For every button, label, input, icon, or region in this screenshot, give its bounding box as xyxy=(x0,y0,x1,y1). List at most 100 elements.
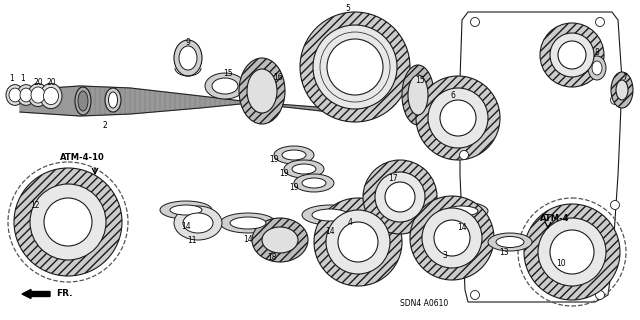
Circle shape xyxy=(550,33,594,77)
Polygon shape xyxy=(20,86,330,116)
Ellipse shape xyxy=(611,72,633,108)
Ellipse shape xyxy=(284,160,324,178)
Ellipse shape xyxy=(247,69,277,113)
Ellipse shape xyxy=(302,178,326,188)
Text: 19: 19 xyxy=(269,155,279,164)
Circle shape xyxy=(422,208,482,268)
Ellipse shape xyxy=(282,150,306,160)
Ellipse shape xyxy=(105,88,121,112)
Ellipse shape xyxy=(9,88,21,102)
Circle shape xyxy=(470,18,479,27)
Circle shape xyxy=(385,182,415,212)
Ellipse shape xyxy=(212,78,238,94)
Text: 15: 15 xyxy=(223,68,233,77)
Ellipse shape xyxy=(183,213,213,233)
Text: 14: 14 xyxy=(243,235,253,244)
Text: 20: 20 xyxy=(33,77,43,86)
Circle shape xyxy=(326,210,390,274)
Ellipse shape xyxy=(160,201,212,219)
Text: 11: 11 xyxy=(188,236,196,244)
Ellipse shape xyxy=(31,87,45,103)
Ellipse shape xyxy=(17,85,35,105)
Ellipse shape xyxy=(220,213,276,233)
Text: 1: 1 xyxy=(20,74,26,83)
Circle shape xyxy=(538,218,606,286)
Ellipse shape xyxy=(262,227,298,253)
Text: 9: 9 xyxy=(186,37,191,46)
Circle shape xyxy=(611,201,620,210)
FancyArrow shape xyxy=(22,290,50,299)
Ellipse shape xyxy=(592,61,602,75)
Circle shape xyxy=(313,25,397,109)
Text: 16: 16 xyxy=(273,73,283,82)
Circle shape xyxy=(14,168,122,276)
Ellipse shape xyxy=(75,87,91,115)
Text: 3: 3 xyxy=(443,252,447,260)
Text: 4: 4 xyxy=(348,218,353,227)
Text: 18: 18 xyxy=(268,253,276,262)
Text: 2: 2 xyxy=(102,121,108,130)
Ellipse shape xyxy=(274,146,314,164)
Text: 1: 1 xyxy=(10,74,14,83)
Ellipse shape xyxy=(44,87,58,105)
Ellipse shape xyxy=(408,75,428,115)
Circle shape xyxy=(410,196,494,280)
Ellipse shape xyxy=(488,233,532,251)
Ellipse shape xyxy=(436,202,488,220)
Circle shape xyxy=(540,23,604,87)
Circle shape xyxy=(416,76,500,160)
Ellipse shape xyxy=(6,85,24,105)
Ellipse shape xyxy=(174,206,222,240)
Ellipse shape xyxy=(109,92,118,108)
Circle shape xyxy=(550,230,594,274)
Circle shape xyxy=(44,198,92,246)
Text: 6: 6 xyxy=(451,91,456,100)
Text: 19: 19 xyxy=(289,182,299,191)
Circle shape xyxy=(611,95,620,105)
Ellipse shape xyxy=(252,218,308,262)
Text: 14: 14 xyxy=(181,221,191,230)
Text: ATM-4-10: ATM-4-10 xyxy=(60,153,104,162)
Text: 8: 8 xyxy=(595,47,600,57)
Ellipse shape xyxy=(446,206,478,216)
Ellipse shape xyxy=(205,73,245,99)
Circle shape xyxy=(595,18,605,27)
Circle shape xyxy=(338,222,378,262)
Circle shape xyxy=(440,100,476,136)
Text: 7: 7 xyxy=(623,73,627,82)
Text: 20: 20 xyxy=(46,77,56,86)
Circle shape xyxy=(428,88,488,148)
Circle shape xyxy=(375,172,425,222)
Ellipse shape xyxy=(616,80,628,100)
Ellipse shape xyxy=(402,65,434,125)
Ellipse shape xyxy=(292,164,316,174)
Circle shape xyxy=(470,291,479,300)
Text: 19: 19 xyxy=(279,169,289,178)
Ellipse shape xyxy=(496,236,524,247)
Ellipse shape xyxy=(588,56,606,80)
Circle shape xyxy=(300,12,410,122)
Ellipse shape xyxy=(28,84,48,107)
Circle shape xyxy=(434,220,470,256)
Text: FR.: FR. xyxy=(56,290,72,299)
Ellipse shape xyxy=(20,88,32,102)
Ellipse shape xyxy=(170,205,202,215)
Circle shape xyxy=(460,150,468,159)
Text: 10: 10 xyxy=(556,259,566,268)
Text: 15: 15 xyxy=(415,76,425,84)
Circle shape xyxy=(327,39,383,95)
Circle shape xyxy=(595,291,605,300)
Text: 13: 13 xyxy=(499,247,509,257)
Ellipse shape xyxy=(302,205,358,225)
Text: 14: 14 xyxy=(325,227,335,236)
Circle shape xyxy=(314,198,402,286)
Ellipse shape xyxy=(312,209,348,221)
Ellipse shape xyxy=(294,174,334,192)
Circle shape xyxy=(30,184,106,260)
Text: ATM-4: ATM-4 xyxy=(540,213,570,222)
Circle shape xyxy=(363,160,437,234)
Text: 14: 14 xyxy=(457,222,467,231)
Circle shape xyxy=(558,41,586,69)
Ellipse shape xyxy=(179,46,197,70)
Text: 12: 12 xyxy=(30,201,40,210)
